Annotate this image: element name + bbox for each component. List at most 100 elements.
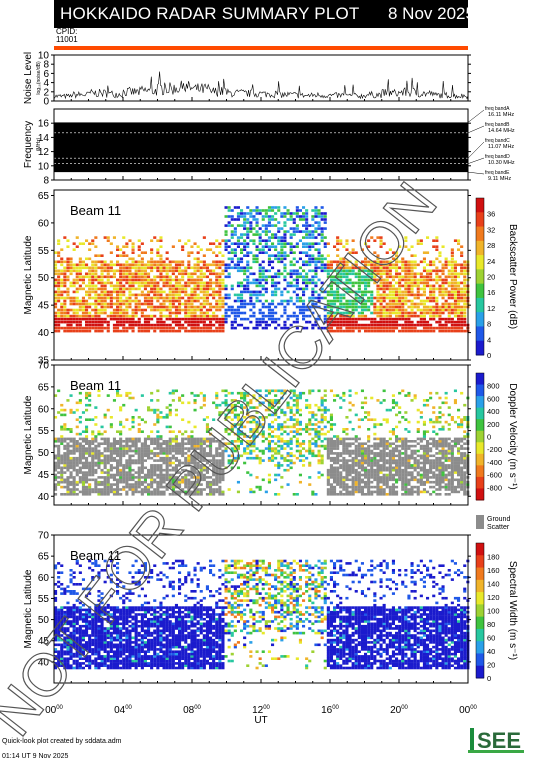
- scatter-cell: [274, 401, 278, 405]
- scatter-cell: [450, 311, 454, 315]
- scatter-cell: [128, 437, 132, 441]
- scatter-cell: [196, 478, 200, 482]
- scatter-cell: [63, 461, 67, 465]
- scatter-cell: [395, 275, 399, 279]
- scatter-cell: [227, 266, 231, 270]
- scatter-cell: [426, 272, 430, 276]
- scatter-cell: [171, 317, 175, 321]
- scatter-cell: [320, 239, 324, 242]
- scatter-cell: [165, 413, 169, 417]
- scatter-cell: [435, 287, 439, 291]
- scatter-cell: [202, 296, 206, 300]
- scatter-cell: [209, 293, 213, 297]
- scatter-cell: [243, 233, 247, 236]
- scatter-cell: [289, 408, 293, 412]
- scatter-cell: [351, 437, 355, 441]
- scatter-cell: [274, 287, 278, 291]
- scatter-cell: [190, 281, 194, 285]
- scatter-cell: [236, 242, 240, 245]
- scatter-cell: [54, 281, 58, 285]
- scatter-cell: [199, 406, 203, 409]
- scatter-cell: [88, 269, 92, 273]
- scatter-cell: [193, 471, 197, 474]
- scatter-cell: [156, 399, 160, 402]
- scatter-cell: [435, 272, 439, 276]
- scatter-cell: [314, 305, 318, 309]
- scatter-cell: [348, 454, 352, 458]
- scatter-cell: [274, 290, 278, 294]
- scatter-cell: [60, 308, 64, 312]
- scatter-cell: [156, 476, 160, 479]
- scatter-cell: [271, 278, 275, 282]
- scatter-cell: [326, 293, 330, 297]
- scatter-cell: [370, 323, 374, 327]
- scatter-cell: [54, 464, 58, 467]
- scatter-cell: [320, 459, 324, 462]
- scatter-cell: [119, 329, 123, 333]
- scatter-cell: [178, 266, 182, 270]
- scatter-cell: [159, 278, 163, 282]
- scatter-cell: [311, 449, 315, 453]
- scatter-cell: [280, 326, 284, 330]
- scatter-cell: [416, 272, 420, 276]
- scatter-cell: [317, 420, 321, 424]
- scatter-cell: [351, 478, 355, 482]
- scatter-cell: [342, 281, 346, 285]
- scatter-cell: [66, 245, 70, 248]
- scatter-cell: [72, 466, 76, 470]
- scatter-cell: [255, 428, 259, 431]
- scatter-cell: [199, 391, 203, 395]
- scatter-cell: [190, 485, 194, 489]
- scatter-cell: [196, 440, 200, 443]
- scatter-cell: [323, 447, 327, 450]
- scatter-cell: [218, 480, 222, 484]
- scatter-cell: [336, 454, 340, 458]
- scatter-cell: [97, 296, 101, 300]
- scatter-cell: [116, 248, 120, 251]
- scatter-cell: [224, 401, 228, 405]
- scatter-cell: [116, 254, 120, 257]
- scatter-cell: [112, 311, 116, 315]
- scatter-cell: [91, 473, 95, 477]
- scatter-cell: [171, 326, 175, 330]
- scatter-cell: [258, 425, 262, 429]
- scatter-cell: [236, 308, 240, 312]
- scatter-cell: [57, 239, 61, 242]
- scatter-cell: [370, 320, 374, 324]
- scatter-cell: [351, 281, 355, 285]
- scatter-cell: [252, 396, 256, 400]
- scatter-cell: [125, 476, 129, 479]
- scatter-cell: [243, 269, 247, 273]
- scatter-cell: [137, 454, 141, 458]
- scatter-cell: [351, 329, 355, 333]
- scatter-cell: [134, 459, 138, 462]
- scatter-cell: [159, 293, 163, 297]
- scatter-cell: [193, 483, 197, 486]
- scatter-cell: [168, 437, 172, 441]
- scatter-cell: [162, 266, 166, 270]
- scatter-cell: [202, 281, 206, 285]
- scatter-cell: [258, 233, 262, 236]
- scatter-cell: [178, 480, 182, 484]
- scatter-cell: [91, 284, 95, 288]
- scatter-cell: [329, 389, 333, 393]
- scatter-cell: [60, 263, 64, 267]
- scatter-cell: [311, 452, 315, 455]
- scatter-cell: [199, 317, 203, 321]
- scatter-cell: [289, 269, 293, 273]
- scatter-cell: [150, 284, 154, 288]
- scatter-cell: [314, 403, 318, 407]
- scatter-cell: [221, 287, 225, 291]
- scatter-cell: [317, 317, 321, 321]
- scatter-cell: [230, 251, 234, 254]
- scatter-cell: [357, 317, 361, 321]
- scatter-cell: [280, 236, 284, 239]
- scatter-cell: [267, 399, 271, 402]
- scatter-cell: [258, 416, 262, 419]
- scatter-cell: [162, 260, 166, 264]
- scatter-cell: [156, 452, 160, 455]
- scatter-cell: [81, 263, 85, 267]
- scatter-cell: [348, 493, 352, 496]
- scatter-cell: [339, 480, 343, 484]
- scatter-cell: [128, 305, 132, 309]
